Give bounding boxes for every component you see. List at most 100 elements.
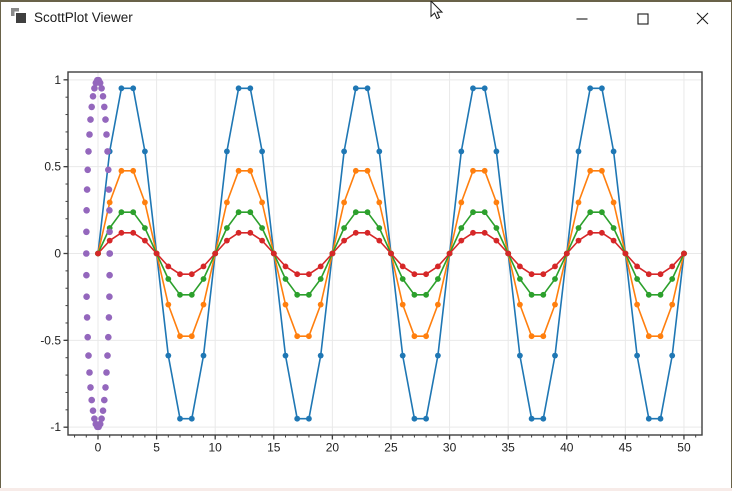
minimize-button[interactable] — [559, 3, 605, 34]
marker-sin-amp-0.25-38 — [540, 291, 547, 298]
xtick-label-35: 35 — [501, 441, 515, 455]
marker-sin-amp-0.25-26 — [399, 276, 406, 282]
maximize-button[interactable] — [620, 3, 666, 34]
marker-sin-amp-0.125-36 — [517, 263, 523, 270]
marker-sin-amp-0.25-43 — [599, 209, 605, 216]
marker-sin-amp-0.125-34 — [493, 237, 500, 244]
marker-circle-points-20 — [85, 148, 92, 155]
xtick-label-0: 0 — [95, 441, 102, 455]
marker-sin-amp-0.25-13 — [247, 209, 254, 216]
plot-canvas[interactable]: 0 5 10 15 20 25 30 35 40 45 50 1 0.5 0 -0.5 -1 — [1, 34, 731, 488]
marker-sin-amp-0.50-7 — [177, 333, 183, 340]
marker-sin-amp-0.50-34 — [493, 199, 500, 206]
marker-sin-amp-0.25-36 — [517, 276, 523, 282]
app-icon-square-dark — [16, 13, 26, 23]
marker-sin-amp-0.125-7 — [177, 271, 183, 278]
marker-sin-amp-1.00-6 — [165, 352, 172, 359]
titlebar[interactable]: ScottPlot Viewer — [1, 2, 731, 34]
marker-sin-amp-1.00-39 — [552, 352, 558, 359]
marker-sin-amp-0.50-3 — [130, 167, 137, 174]
marker-circle-points-22 — [83, 186, 91, 193]
marker-sin-amp-0.125-44 — [610, 237, 617, 244]
marker-sin-amp-0.25-21 — [341, 225, 347, 231]
ytick-label--0.5: -0.5 — [40, 333, 61, 347]
marker-sin-amp-1.00-31 — [458, 148, 465, 155]
marker-sin-amp-1.00-36 — [517, 352, 523, 359]
xtick-label-30: 30 — [443, 441, 457, 455]
marker-sin-amp-1.00-49 — [669, 352, 676, 359]
marker-sin-amp-0.125-47 — [645, 271, 652, 278]
marker-sin-amp-0.50-19 — [317, 301, 324, 308]
marker-sin-amp-1.00-12 — [235, 85, 242, 92]
marker-sin-amp-0.25-9 — [200, 276, 207, 282]
marker-sin-amp-0.50-23 — [364, 167, 371, 174]
marker-circle-points-23 — [83, 207, 90, 214]
minimize-icon — [576, 17, 588, 20]
marker-sin-amp-0.25-12 — [235, 209, 242, 216]
marker-sin-amp-0.125-38 — [540, 271, 547, 278]
marker-sin-amp-0.25-41 — [575, 225, 582, 231]
marker-sin-amp-0.125-32 — [470, 229, 476, 236]
marker-sin-amp-1.00-24 — [376, 148, 383, 155]
marker-sin-amp-0.25-32 — [470, 209, 476, 216]
marker-sin-amp-0.125-0 — [95, 250, 101, 257]
marker-circle-points-19 — [86, 131, 93, 138]
marker-circle-points-49 — [106, 271, 113, 279]
marker-sin-amp-0.50-41 — [575, 199, 582, 206]
marker-circle-points-15 — [91, 85, 98, 92]
marker-circle-points-26 — [83, 271, 90, 279]
app-icon — [11, 8, 28, 25]
ytick-label-0.5: 0.5 — [44, 160, 61, 174]
marker-circle-points-25 — [83, 250, 90, 257]
marker-sin-amp-0.50-33 — [481, 167, 488, 174]
marker-sin-amp-1.00-44 — [610, 148, 617, 155]
marker-sin-amp-0.125-19 — [317, 263, 324, 270]
marker-sin-amp-0.125-16 — [282, 263, 289, 270]
marker-sin-amp-1.00-46 — [634, 352, 640, 359]
marker-sin-amp-0.50-21 — [341, 199, 347, 206]
marker-sin-amp-0.50-12 — [235, 167, 242, 174]
marker-sin-amp-1.00-17 — [294, 415, 301, 422]
marker-circle-points-30 — [85, 352, 92, 359]
marker-sin-amp-1.00-38 — [540, 415, 547, 422]
marker-sin-amp-1.00-7 — [177, 415, 183, 422]
marker-sin-amp-0.50-47 — [645, 333, 652, 340]
ytick-label-1: 1 — [54, 73, 61, 87]
marker-sin-amp-1.00-27 — [411, 415, 418, 422]
marker-sin-amp-0.125-39 — [552, 263, 558, 270]
marker-sin-amp-1.00-2 — [118, 85, 125, 92]
marker-sin-amp-0.125-11 — [224, 237, 230, 244]
marker-sin-amp-1.00-34 — [493, 148, 500, 155]
xtick-label-10: 10 — [209, 441, 223, 455]
marker-circle-points-44 — [103, 369, 110, 376]
marker-sin-amp-0.50-22 — [352, 167, 359, 174]
xtick-label-25: 25 — [384, 441, 398, 455]
marker-sin-amp-1.00-4 — [142, 148, 148, 155]
marker-sin-amp-0.125-10 — [212, 250, 219, 257]
marker-circle-points-21 — [84, 166, 91, 174]
marker-sin-amp-0.25-48 — [657, 291, 664, 298]
marker-sin-amp-0.125-28 — [423, 271, 429, 278]
marker-circle-points-50 — [106, 250, 113, 257]
marker-circle-points-39 — [96, 420, 104, 428]
marker-sin-amp-0.25-6 — [165, 276, 172, 282]
marker-sin-amp-1.00-21 — [341, 148, 347, 155]
marker-sin-amp-1.00-26 — [399, 352, 406, 359]
marker-sin-amp-0.25-24 — [376, 225, 383, 231]
marker-sin-amp-0.125-41 — [575, 237, 582, 244]
marker-sin-amp-1.00-22 — [352, 85, 359, 92]
marker-circle-points-28 — [83, 314, 91, 321]
marker-sin-amp-0.25-14 — [259, 225, 265, 231]
marker-sin-amp-0.25-33 — [481, 209, 488, 216]
marker-sin-amp-0.50-6 — [165, 301, 172, 308]
marker-circle-points-42 — [101, 396, 108, 404]
marker-sin-amp-0.125-22 — [352, 229, 359, 236]
marker-sin-amp-1.00-41 — [575, 148, 582, 155]
marker-circle-points-14 — [92, 79, 100, 87]
marker-circle-points-2 — [106, 207, 113, 214]
marker-sin-amp-0.50-42 — [587, 167, 594, 174]
marker-sin-amp-0.125-8 — [188, 271, 195, 278]
marker-circle-points-33 — [88, 396, 95, 404]
marker-sin-amp-0.25-39 — [552, 276, 558, 282]
close-button[interactable] — [679, 3, 725, 34]
